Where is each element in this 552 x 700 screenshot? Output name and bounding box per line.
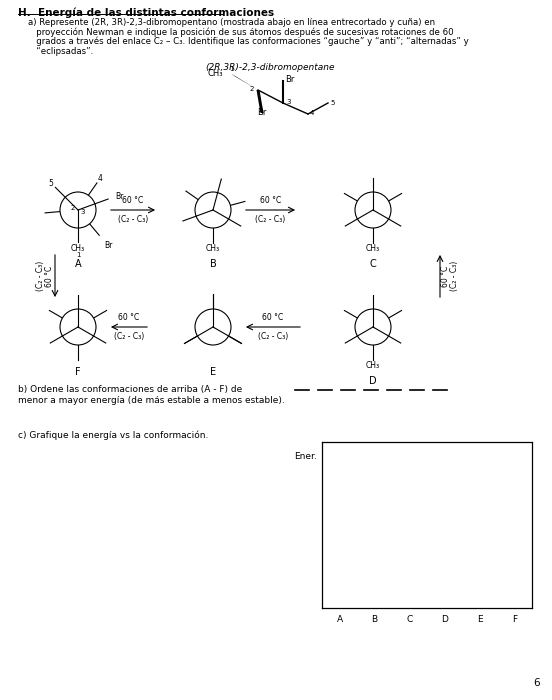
Text: 5: 5 [330,100,335,106]
Text: (C₂ - C₃): (C₂ - C₃) [450,261,459,291]
Text: c) Grafique la energía vs la conformación.: c) Grafique la energía vs la conformació… [18,430,208,440]
Text: 6: 6 [534,678,540,688]
Text: Br: Br [257,108,267,117]
Text: 2: 2 [71,205,75,211]
Text: CH₃: CH₃ [366,244,380,253]
Text: “eclipsadas”.: “eclipsadas”. [28,46,93,55]
Text: 3: 3 [286,99,290,105]
Polygon shape [257,90,263,113]
Circle shape [60,192,96,228]
Text: menor a mayor energía (de más estable a menos estable).: menor a mayor energía (de más estable a … [18,396,285,405]
Text: proyección Newman e indique la posición de sus átomos después de sucesivas rotac: proyección Newman e indique la posición … [28,27,454,37]
Text: E: E [210,367,216,377]
Circle shape [60,309,96,345]
Text: (C₂ - C₃): (C₂ - C₃) [256,215,285,224]
Text: F: F [75,367,81,377]
Text: CH₃: CH₃ [71,244,85,253]
Text: grados a través del enlace C₂ – C₃. Identifique las conformaciones “gauche” y “a: grados a través del enlace C₂ – C₃. Iden… [28,37,469,46]
Text: 2: 2 [250,86,254,92]
Text: 60 °C: 60 °C [262,313,284,322]
Text: 1: 1 [76,252,80,258]
Circle shape [355,309,391,345]
Circle shape [355,192,391,228]
Text: 60 °C: 60 °C [123,196,144,205]
Text: 5: 5 [49,178,54,188]
Text: (2R,3R)-2,3-dibromopentane: (2R,3R)-2,3-dibromopentane [205,63,335,72]
Text: B: B [371,615,378,624]
Text: C: C [370,259,376,269]
Text: 4: 4 [310,110,315,116]
Text: Br: Br [285,75,294,84]
Text: E: E [477,615,482,624]
Text: H.  Energía de las distintas conformaciones: H. Energía de las distintas conformacion… [18,7,274,18]
Text: b) Ordene las conformaciones de arriba (A - F) de: b) Ordene las conformaciones de arriba (… [18,385,242,394]
Text: 60 °C: 60 °C [45,265,54,286]
Text: 4: 4 [97,174,102,183]
Text: Br: Br [116,193,124,201]
Text: (C₂ - C₃): (C₂ - C₃) [118,215,148,224]
Text: A: A [336,615,343,624]
Text: C: C [406,615,413,624]
Text: 3: 3 [81,209,85,215]
Text: CH₃: CH₃ [206,244,220,253]
Text: Ener.: Ener. [294,452,317,461]
Text: 60 °C: 60 °C [260,196,281,205]
Text: (C₂ - C₃): (C₂ - C₃) [114,332,144,341]
Text: (C₂ - C₃): (C₂ - C₃) [35,261,45,291]
Text: A: A [75,259,81,269]
Text: CH₃: CH₃ [208,69,223,78]
Text: D: D [441,615,448,624]
Text: a) Represente (2R, 3R)-2,3-dibromopentano (mostrada abajo en línea entrecortado : a) Represente (2R, 3R)-2,3-dibromopentan… [28,18,435,27]
Text: 60 °C: 60 °C [118,313,140,322]
Circle shape [195,309,231,345]
Text: Br: Br [104,241,113,250]
Text: 60 °C: 60 °C [442,265,450,286]
Text: F: F [512,615,517,624]
Text: CH₃: CH₃ [366,361,380,370]
Polygon shape [231,74,258,90]
Circle shape [195,192,231,228]
Text: (C₂ - C₃): (C₂ - C₃) [258,332,288,341]
Text: B: B [210,259,216,269]
Text: 1: 1 [229,66,233,72]
Text: D: D [369,376,377,386]
